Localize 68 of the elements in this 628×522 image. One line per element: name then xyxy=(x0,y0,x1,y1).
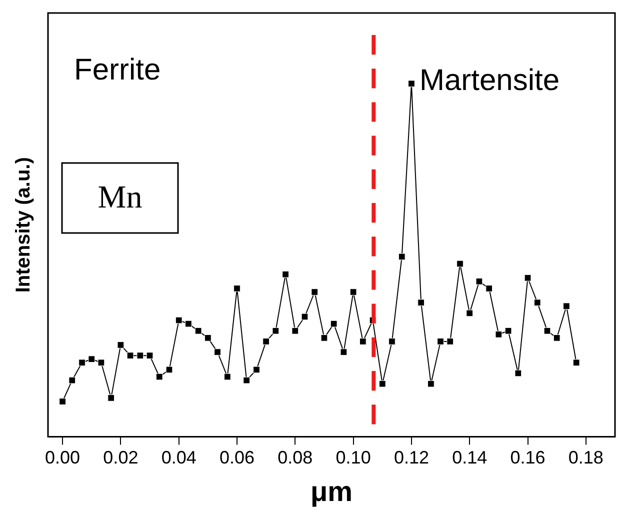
x-axis-title: μm xyxy=(310,476,353,507)
x-tick-label: 0.08 xyxy=(278,448,313,468)
point xyxy=(146,352,154,360)
point xyxy=(243,376,250,384)
point xyxy=(78,359,86,366)
x-tick-label: 0.16 xyxy=(510,448,546,468)
point xyxy=(136,352,144,360)
point xyxy=(292,327,299,334)
point xyxy=(446,338,454,345)
point xyxy=(359,338,366,345)
point xyxy=(253,366,260,374)
x-tick-label: 0.04 xyxy=(161,448,196,468)
point xyxy=(166,366,173,374)
point xyxy=(428,380,434,388)
point xyxy=(224,373,231,380)
annotation: Martensite xyxy=(419,64,560,97)
point xyxy=(350,288,357,296)
point xyxy=(320,334,328,342)
y-axis-title: Intensity (a.u.) xyxy=(12,157,35,293)
point xyxy=(524,274,532,282)
point xyxy=(572,359,580,366)
point xyxy=(466,310,474,317)
x-tick-label: 0.02 xyxy=(103,448,138,468)
point xyxy=(272,327,280,334)
point xyxy=(486,285,493,292)
point xyxy=(495,330,502,338)
point xyxy=(108,394,115,402)
point xyxy=(194,327,202,334)
point xyxy=(301,313,308,320)
point xyxy=(398,253,406,260)
point xyxy=(330,320,338,328)
point xyxy=(282,270,289,278)
point xyxy=(88,356,96,363)
point xyxy=(388,338,396,345)
point xyxy=(156,373,163,380)
annotation: Ferrite xyxy=(74,53,161,86)
x-tick-label: 0.06 xyxy=(219,448,255,468)
x-tick-label: 0.12 xyxy=(394,448,429,468)
point xyxy=(185,320,192,328)
point xyxy=(126,352,134,360)
point xyxy=(534,299,541,306)
point xyxy=(262,338,270,345)
annotation: Mn xyxy=(98,178,142,214)
point xyxy=(544,327,551,334)
point xyxy=(311,288,318,296)
point xyxy=(378,380,386,388)
point xyxy=(408,80,415,88)
point xyxy=(214,348,221,356)
point xyxy=(175,316,182,324)
point xyxy=(514,370,522,377)
point xyxy=(504,327,512,334)
point xyxy=(340,348,348,356)
point xyxy=(68,376,76,384)
x-tick-label: 0.00 xyxy=(45,448,80,468)
point xyxy=(204,334,212,342)
point xyxy=(456,260,464,268)
x-tick-label: 0.14 xyxy=(452,448,488,468)
point xyxy=(553,334,560,342)
point xyxy=(437,338,444,345)
x-tick-label: 0.18 xyxy=(568,448,604,468)
point xyxy=(234,285,240,292)
point xyxy=(563,302,570,310)
point xyxy=(98,359,105,366)
point xyxy=(117,342,124,348)
point xyxy=(59,398,66,405)
point xyxy=(476,278,483,285)
x-tick-label: 0.10 xyxy=(336,448,371,468)
point xyxy=(418,299,424,306)
